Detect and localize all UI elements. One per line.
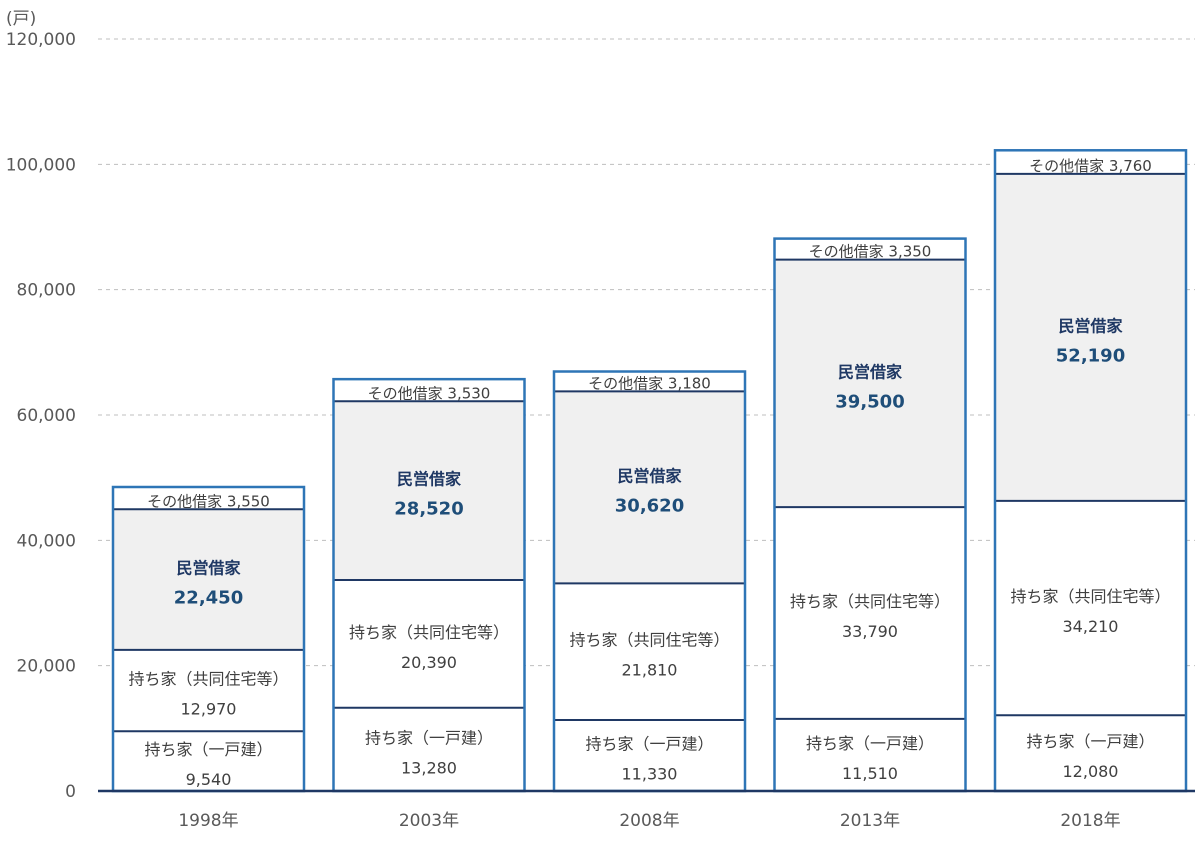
y-tick-label: 40,000 [17,531,76,551]
segment-value: 9,540 [186,770,232,789]
segment-label: その他借家 3,350 [809,243,932,261]
segment-label: 持ち家（一戸建） [144,740,272,759]
segment-value: 34,210 [1063,617,1119,636]
segment-value: 22,450 [174,588,243,609]
segment-value: 33,790 [842,622,898,641]
bar-stack: 持ち家（一戸建） 13,280 持ち家（共同住宅等） 20,390 民営借家 28,520… [332,377,526,793]
segment-value: 13,280 [401,758,457,777]
bar-stack: 持ち家（一戸建） 11,510 持ち家（共同住宅等） 33,790 民営借家 39,500… [773,237,967,793]
segment-label: 持ち家（共同住宅等） [349,623,509,642]
bar-segment [333,580,525,708]
segment-label: 持ち家（共同住宅等） [569,631,729,650]
bar-segment [113,487,304,510]
y-tick-label: 60,000 [17,406,76,426]
segment-label: その他借家 3,180 [588,374,711,392]
bar-segment [554,371,745,392]
y-tick-label: 0 [65,782,76,802]
bar-segment [995,173,1186,501]
bar-segment [113,649,304,732]
segment-value: 28,520 [394,499,463,520]
y-tick-label: 120,000 [6,30,76,50]
bar-segment [554,719,745,791]
bar-segment [995,715,1186,791]
segment-label: 持ち家（共同住宅等） [1010,587,1170,606]
bar-segment [554,583,745,720]
segment-value: 12,970 [181,700,237,719]
segment-label: その他借家 3,550 [147,492,270,510]
segment-value: 20,390 [401,653,457,672]
bar-stack: 持ち家（一戸建） 12,080 持ち家（共同住宅等） 34,210 民営借家 52,190… [993,149,1188,793]
y-axis-unit-label: (戸) [6,9,36,29]
y-tick-label: 100,000 [6,155,76,175]
segment-value: 11,330 [622,764,678,783]
segment-value: 30,620 [615,495,684,516]
bar-segment [995,500,1186,716]
segment-label: 持ち家（一戸建） [1026,732,1154,751]
x-tick-label: 2018年 [1060,811,1120,831]
bar-segment [333,401,525,581]
y-axis-ticks: 0 20,000 40,000 60,000 80,000 100,000 120,000 [6,30,76,802]
bar-segment [333,379,525,402]
bar-segment [774,259,966,508]
bar-segment [113,731,304,791]
segment-value: 52,190 [1056,345,1125,366]
segment-label: 民営借家 [176,559,241,578]
bar-stack: 持ち家（一戸建） 9,540 持ち家（共同住宅等） 12,970 民営借家 22,450 そ… [111,485,306,793]
segment-label: 民営借家 [1058,316,1123,335]
segment-label: 持ち家（一戸建） [806,734,934,753]
x-tick-label: 2008年 [619,811,679,831]
x-tick-label: 2013年 [840,811,900,831]
segment-value: 21,810 [622,661,678,680]
y-tick-label: 20,000 [17,657,76,677]
segment-label: その他借家 3,760 [1029,157,1152,175]
y-tick-label: 80,000 [17,281,76,301]
x-tick-label: 1998年 [178,811,238,831]
segment-label: 持ち家（一戸建） [365,728,493,747]
bar-segment [774,507,966,719]
bar-segment [113,509,304,650]
bars: 持ち家（一戸建） 9,540 持ち家（共同住宅等） 12,970 民営借家 22,450 そ… [111,149,1188,793]
segment-label: 民営借家 [397,470,462,489]
segment-value: 11,510 [842,764,898,783]
bar-segment [995,150,1186,174]
segment-label: 民営借家 [617,466,682,485]
segment-value: 39,500 [835,391,904,412]
x-axis-ticks: 1998年 2003年 2008年 2013年 2018年 [178,811,1120,831]
segment-label: その他借家 3,530 [368,384,491,402]
segment-label: 民営借家 [838,362,903,381]
bar-segment [554,391,745,584]
segment-label: 持ち家（共同住宅等） [128,670,288,689]
bar-segment [333,707,525,791]
x-tick-label: 2003年 [399,811,459,831]
segment-label: 持ち家（一戸建） [585,734,713,753]
bar-segment [774,718,966,791]
bar-stack: 持ち家（一戸建） 11,330 持ち家（共同住宅等） 21,810 民営借家 30,620… [552,370,747,793]
bar-segment [774,238,966,260]
segment-label: 持ち家（共同住宅等） [790,592,950,611]
segment-value: 12,080 [1063,762,1119,781]
